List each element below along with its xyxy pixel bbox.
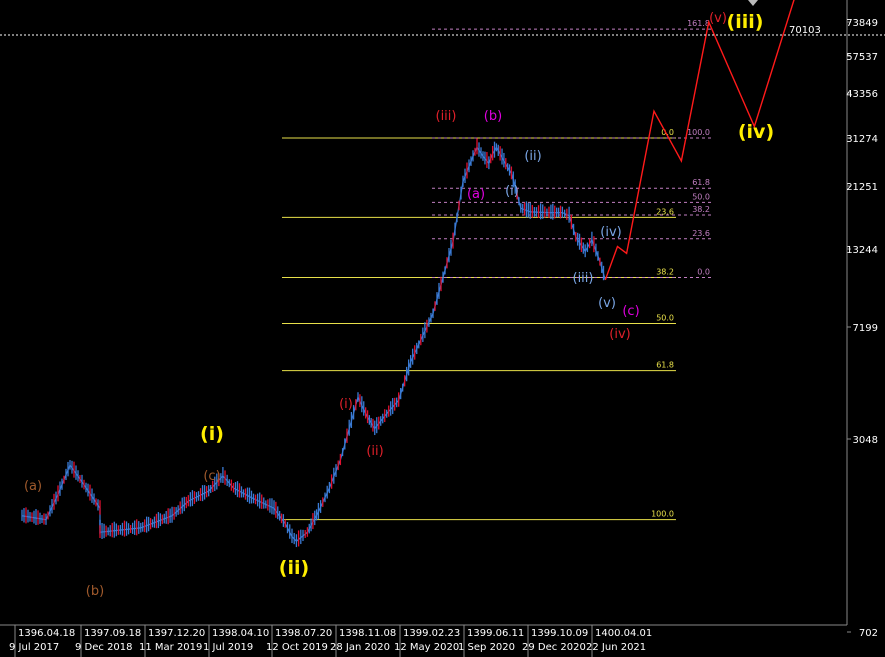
price-tick-label: 57537 bbox=[846, 52, 878, 63]
wave-label: (c) bbox=[622, 304, 639, 319]
time-tick-label-gregorian: 11 Mar 2019 bbox=[139, 642, 202, 653]
wave-label: (i) bbox=[505, 184, 519, 199]
wave-label: (a) bbox=[467, 187, 485, 202]
time-tick-label-gregorian: 22 Jun 2021 bbox=[586, 642, 646, 653]
fib-extension-label: 61.8 bbox=[692, 178, 710, 187]
price-series bbox=[21, 138, 606, 548]
time-tick-label-persian: 1396.04.18 bbox=[18, 628, 75, 639]
wave-label: (ii) bbox=[366, 444, 383, 459]
fib-extension-label: 50.0 bbox=[692, 192, 710, 201]
time-tick-label-persian: 1399.10.09 bbox=[531, 628, 588, 639]
time-tick-label-persian: 1398.11.08 bbox=[339, 628, 396, 639]
wave-label: (iv) bbox=[609, 327, 630, 342]
time-tick-label-gregorian: 9 Jul 2017 bbox=[9, 642, 59, 653]
wave-label: (iv) bbox=[600, 225, 621, 240]
fibonacci-levels: 0.0 23.6 38.2 50.0 61.8 100.0 161.8 100.0 61.8 50… bbox=[282, 19, 712, 521]
fib-level-label: 61.8 bbox=[656, 361, 674, 370]
current-price-label: 70103 bbox=[789, 25, 821, 36]
wave-label: (v) bbox=[709, 11, 727, 26]
fib-extension-label: 100.0 bbox=[687, 128, 710, 137]
current-price-marker: 70103 bbox=[0, 0, 885, 36]
wave-label: (ii) bbox=[524, 149, 541, 164]
wave-labels: (a) (b) (c) (i) (ii) (i) (ii) (iii) (a) (b) (c) (i)… bbox=[24, 11, 774, 599]
fib-level-label: 100.0 bbox=[651, 510, 674, 519]
time-tick-label-persian: 1398.07.20 bbox=[275, 628, 332, 639]
fib-extension-label: 0.0 bbox=[697, 267, 710, 276]
time-tick-label-gregorian: 12 Oct 2019 bbox=[266, 642, 328, 653]
chart-shift-marker-icon[interactable] bbox=[748, 0, 758, 6]
price-tick-label: 13244 bbox=[846, 245, 878, 256]
wave-label: (iii) bbox=[727, 11, 764, 33]
time-tick-label-persian: 1398.04.10 bbox=[212, 628, 269, 639]
fib-extension-label: 23.6 bbox=[692, 229, 710, 238]
wave-label: (a) bbox=[24, 479, 42, 494]
fib-level-label: 38.2 bbox=[656, 267, 674, 276]
time-axis: 1396.04.18 9 Jul 2017 1397.09.18 9 Dec 2018… bbox=[0, 624, 847, 657]
price-tick-label: 21251 bbox=[846, 182, 878, 193]
time-tick-label-gregorian: 1 Sep 2020 bbox=[458, 642, 515, 653]
fib-level-label: 50.0 bbox=[656, 313, 674, 322]
wave-label: (c) bbox=[203, 469, 220, 484]
wave-label: (v) bbox=[598, 296, 616, 311]
price-tick-label: 7199 bbox=[853, 323, 878, 334]
wave-label: (iii) bbox=[436, 109, 457, 124]
time-tick-label-gregorian: 12 May 2020 bbox=[394, 642, 459, 653]
wave-label: (iv) bbox=[738, 121, 774, 143]
wave-label: (ii) bbox=[279, 557, 309, 579]
time-tick-label-gregorian: 29 Dec 2020 bbox=[522, 642, 586, 653]
wave-label: (i) bbox=[200, 423, 224, 445]
wave-label: (b) bbox=[86, 584, 104, 599]
time-tick-label-gregorian: 1 Jul 2019 bbox=[203, 642, 253, 653]
wave-label: (i) bbox=[339, 397, 353, 412]
wave-label: (iii) bbox=[573, 271, 594, 286]
price-tick-label: 702 bbox=[859, 628, 878, 639]
fib-level-label: 23.6 bbox=[656, 207, 674, 216]
fib-level-label: 0.0 bbox=[661, 128, 674, 137]
projection-path bbox=[604, 0, 795, 281]
time-tick-label-gregorian: 28 Jan 2020 bbox=[330, 642, 390, 653]
time-tick-label-persian: 1399.06.11 bbox=[467, 628, 524, 639]
time-tick-label-persian: 1399.02.23 bbox=[403, 628, 460, 639]
projection-line bbox=[604, 0, 795, 281]
fib-extension-label: 161.8 bbox=[687, 19, 710, 28]
time-tick-label-persian: 1397.09.18 bbox=[84, 628, 141, 639]
time-tick-label-gregorian: 9 Dec 2018 bbox=[75, 642, 133, 653]
fib-extension-label: 38.2 bbox=[692, 205, 710, 214]
time-tick-label-persian: 1400.04.01 bbox=[595, 628, 652, 639]
wave-label: (b) bbox=[484, 109, 502, 124]
price-axis: 73849 57537 43356 31274 21251 13244 7199 3048 70… bbox=[846, 0, 878, 639]
time-tick-label-persian: 1397.12.20 bbox=[148, 628, 205, 639]
price-tick-label: 31274 bbox=[846, 134, 878, 145]
price-tick-label: 73849 bbox=[846, 18, 878, 29]
price-tick-label: 43356 bbox=[846, 89, 878, 100]
price-tick-label: 3048 bbox=[853, 435, 878, 446]
